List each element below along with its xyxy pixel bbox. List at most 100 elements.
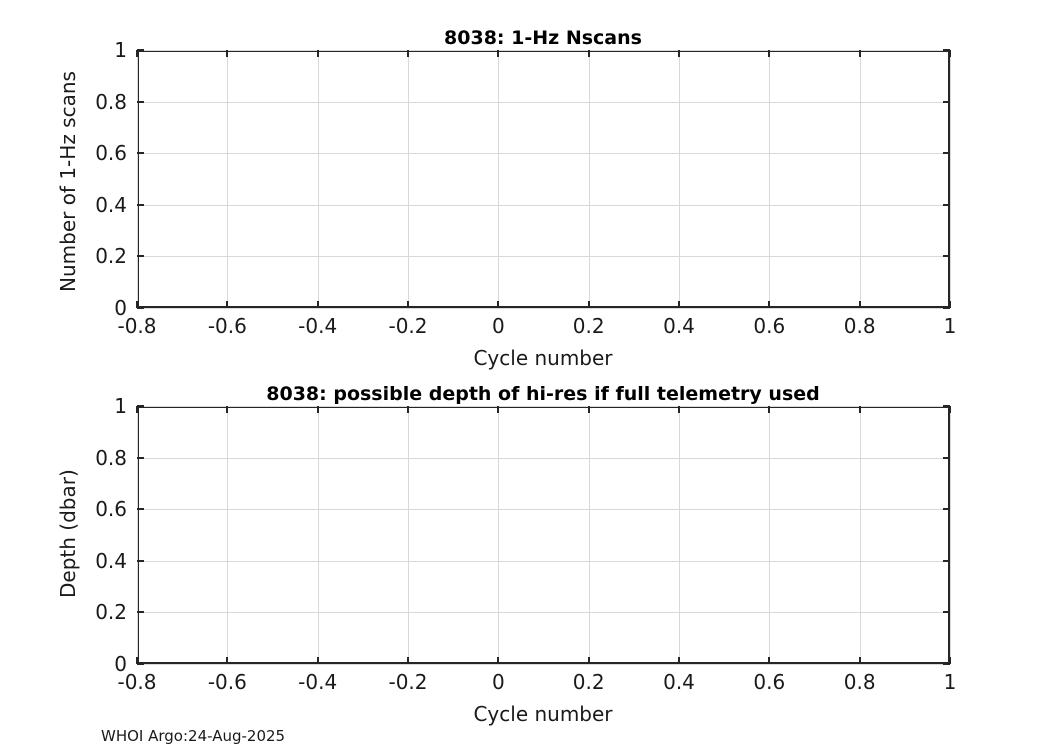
gridline-horizontal <box>137 664 950 665</box>
x-tick-top <box>497 50 500 57</box>
y-tick <box>137 100 144 103</box>
x-tick <box>136 301 138 308</box>
x-tick-label: 0.6 <box>753 314 786 338</box>
x-tick-top <box>949 406 951 413</box>
y-tick-label: 0.4 <box>95 192 127 217</box>
gridline-vertical <box>679 406 680 664</box>
gridline-vertical <box>588 406 590 664</box>
gridline-vertical <box>317 406 319 664</box>
x-tick-top <box>316 406 319 413</box>
y-tick-label: 0.6 <box>95 141 127 166</box>
x-tick <box>497 301 500 308</box>
x-tick-label: 0.8 <box>843 314 876 338</box>
x-tick-label: -0.6 <box>207 314 247 338</box>
gridline-vertical <box>137 406 138 664</box>
x-tick-top <box>678 406 680 413</box>
y-tick-label: 1 <box>114 394 127 418</box>
chart-panel-depth <box>136 405 951 665</box>
y-tick-label: 0 <box>114 652 127 676</box>
y-tick-label: 0.8 <box>95 89 127 114</box>
x-tick-top <box>678 50 680 57</box>
y-tick-label: 0.2 <box>95 244 127 269</box>
y-axis-label-depth: Depth (dbar) <box>56 469 80 598</box>
gridline-horizontal <box>137 204 950 206</box>
gridline-vertical <box>859 50 861 308</box>
y-tick-right <box>943 508 950 511</box>
gridline-horizontal <box>137 153 950 155</box>
axes-frame-nscans <box>137 50 950 308</box>
x-tick-top <box>136 406 138 413</box>
y-tick-right <box>943 456 950 459</box>
y-tick-label: 0.6 <box>95 497 127 522</box>
y-tick <box>137 456 144 459</box>
gridline-vertical <box>950 50 951 308</box>
x-tick-top <box>316 50 319 57</box>
x-axis-label-depth: Cycle number <box>473 702 613 726</box>
gridline-vertical <box>317 50 319 308</box>
gridline-horizontal <box>137 560 950 562</box>
x-axis-label-nscans: Cycle number <box>473 346 613 370</box>
y-tick-right <box>943 663 950 665</box>
x-tick <box>316 657 319 664</box>
x-tick-label: 0.2 <box>572 314 605 338</box>
axes-frame-depth <box>137 406 950 664</box>
x-tick-top <box>768 406 771 413</box>
x-tick <box>768 657 771 664</box>
x-tick-top <box>136 50 138 57</box>
x-tick-top <box>587 406 590 413</box>
x-tick-label: 0.2 <box>572 670 605 694</box>
gridline-horizontal <box>137 457 950 459</box>
x-tick-top <box>587 50 590 57</box>
chart-title-nscans: 8038: 1-Hz Nscans <box>444 27 642 49</box>
gridline-vertical <box>950 406 951 664</box>
y-tick-right <box>943 559 950 562</box>
gridline-vertical <box>408 50 409 308</box>
y-tick <box>137 611 144 614</box>
y-tick-right <box>943 152 950 155</box>
x-tick-label: 1 <box>943 314 957 338</box>
chart-panel-nscans <box>136 49 951 309</box>
x-tick-label: 0 <box>491 670 505 694</box>
gridline-horizontal <box>137 256 950 258</box>
y-tick <box>137 152 144 155</box>
x-tick-top <box>226 406 229 413</box>
x-tick <box>407 301 409 308</box>
gridline-vertical <box>498 406 500 664</box>
x-tick <box>858 657 861 664</box>
y-tick-right <box>943 405 950 407</box>
y-tick-label: 0.8 <box>95 445 127 470</box>
y-tick <box>137 405 144 407</box>
x-tick-top <box>407 406 409 413</box>
x-tick-top <box>497 406 500 413</box>
x-tick <box>678 657 680 664</box>
x-tick-label: 0 <box>491 314 505 338</box>
chart-title-depth: 8038: possible depth of hi-res if full t… <box>266 383 820 405</box>
y-tick-label: 0.2 <box>95 600 127 625</box>
x-tick-label: -0.4 <box>298 670 338 694</box>
y-tick <box>137 203 144 206</box>
gridline-horizontal <box>137 101 950 103</box>
x-tick <box>678 301 680 308</box>
gridline-horizontal <box>137 50 950 51</box>
gridline-vertical <box>137 50 138 308</box>
x-tick-top <box>768 50 771 57</box>
x-tick-label: -0.4 <box>298 314 338 338</box>
y-tick <box>137 508 144 511</box>
x-tick <box>949 301 951 308</box>
x-tick <box>587 301 590 308</box>
x-tick-top <box>226 50 229 57</box>
x-tick-top <box>858 406 861 413</box>
y-tick-right <box>943 255 950 258</box>
y-tick <box>137 49 144 51</box>
y-tick-right <box>943 100 950 103</box>
x-tick-label: 0.4 <box>663 314 695 338</box>
x-tick <box>768 301 771 308</box>
x-tick-top <box>858 50 861 57</box>
gridline-vertical <box>498 50 500 308</box>
x-tick-label: -0.2 <box>388 670 428 694</box>
y-tick-right <box>943 611 950 614</box>
x-tick <box>316 301 319 308</box>
x-tick <box>587 657 590 664</box>
gridline-horizontal <box>137 509 950 511</box>
